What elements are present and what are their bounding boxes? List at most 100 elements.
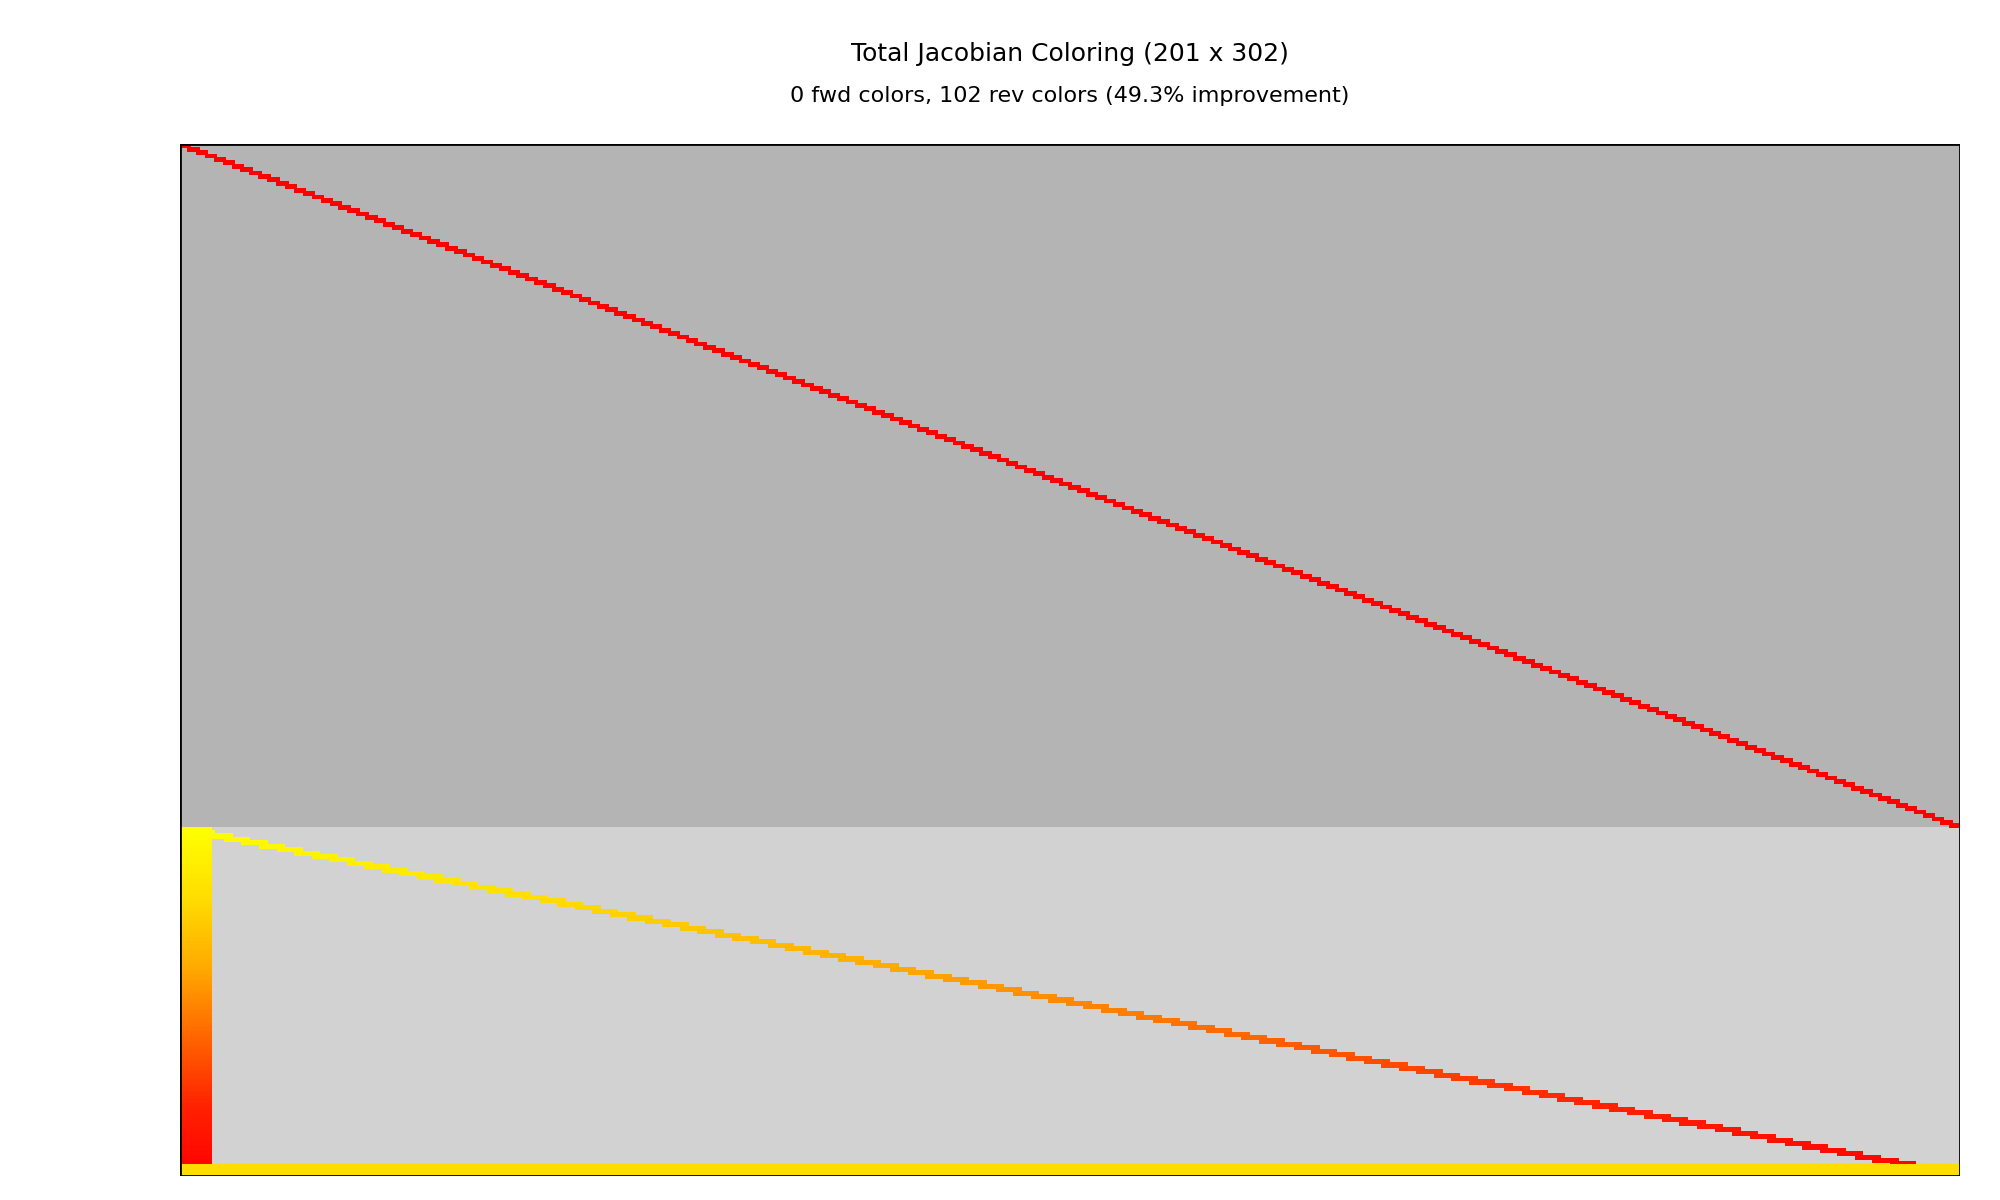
Bar (180, 865, 212, 868)
Bar (364, 864, 390, 869)
Bar (180, 852, 212, 853)
Bar (400, 871, 426, 876)
Bar (1602, 690, 1614, 695)
Bar (522, 895, 548, 900)
Bar (320, 198, 334, 203)
Bar (1478, 642, 1490, 647)
Bar (1878, 796, 1890, 800)
Bar (1370, 601, 1384, 606)
Bar (180, 1153, 212, 1156)
Bar (180, 848, 212, 850)
Bar (508, 270, 520, 275)
Bar (180, 1050, 212, 1052)
Bar (472, 256, 484, 260)
Bar (1050, 479, 1062, 482)
Bar (180, 1045, 212, 1048)
Bar (1202, 536, 1214, 541)
Bar (486, 888, 514, 893)
Bar (732, 936, 758, 941)
Bar (908, 424, 920, 428)
Bar (180, 942, 212, 944)
Bar (180, 1129, 212, 1130)
Bar (180, 1142, 212, 1145)
Bar (1060, 481, 1072, 486)
Bar (180, 1057, 212, 1060)
Bar (452, 881, 478, 887)
Bar (1272, 564, 1286, 569)
Bar (1460, 635, 1472, 640)
Bar (180, 1019, 212, 1021)
Bar (436, 242, 448, 247)
Bar (1210, 540, 1224, 545)
Bar (624, 314, 636, 319)
Bar (180, 1087, 212, 1088)
Bar (644, 919, 670, 924)
Bar (180, 828, 212, 829)
Bar (180, 859, 212, 860)
Bar (1154, 1018, 1180, 1024)
Bar (1890, 1162, 1916, 1166)
Bar (180, 904, 212, 906)
Bar (180, 1072, 212, 1073)
Bar (714, 932, 742, 937)
Bar (802, 949, 828, 955)
Bar (180, 1099, 212, 1102)
Bar (1086, 492, 1098, 497)
Bar (180, 1026, 212, 1028)
Bar (1122, 505, 1134, 510)
Bar (180, 902, 212, 904)
Bar (544, 283, 556, 288)
Bar (1504, 653, 1516, 658)
Bar (180, 1056, 212, 1057)
Bar (1328, 1052, 1354, 1057)
Bar (180, 958, 212, 960)
Bar (1068, 485, 1080, 490)
Bar (558, 901, 584, 907)
Bar (1140, 512, 1152, 517)
Bar (180, 986, 212, 988)
Bar (180, 1037, 212, 1038)
Bar (454, 250, 466, 254)
Bar (838, 956, 864, 961)
Bar (610, 912, 636, 917)
Bar (1548, 670, 1562, 674)
Bar (434, 878, 460, 883)
Bar (180, 979, 212, 980)
Bar (180, 1079, 212, 1080)
Bar (180, 872, 212, 875)
Bar (180, 887, 212, 888)
Bar (1612, 694, 1624, 698)
Bar (180, 1010, 212, 1012)
Bar (998, 457, 1010, 462)
Bar (180, 1034, 212, 1037)
Bar (180, 895, 212, 898)
Bar (1170, 1021, 1198, 1026)
Bar (1294, 1045, 1320, 1050)
Bar (1802, 1145, 1828, 1150)
Bar (312, 194, 324, 199)
Bar (180, 938, 212, 941)
Bar (276, 181, 288, 186)
Bar (1224, 1032, 1250, 1037)
Bar (680, 925, 706, 931)
Bar (180, 1140, 212, 1141)
Bar (1228, 546, 1240, 551)
Bar (1940, 820, 1952, 824)
Bar (1820, 1148, 1846, 1153)
Bar (1932, 816, 1944, 821)
Bar (1434, 1073, 1460, 1078)
Bar (1382, 1062, 1408, 1068)
Bar (428, 239, 440, 244)
Bar (180, 910, 212, 911)
Bar (294, 187, 306, 192)
Bar (180, 1157, 212, 1158)
Bar (260, 844, 286, 848)
Bar (180, 929, 212, 930)
Bar (1300, 574, 1312, 578)
Bar (504, 892, 530, 896)
Bar (1584, 683, 1596, 688)
Bar (302, 191, 316, 196)
Bar (480, 259, 494, 264)
Bar (180, 995, 212, 996)
Bar (810, 386, 822, 391)
